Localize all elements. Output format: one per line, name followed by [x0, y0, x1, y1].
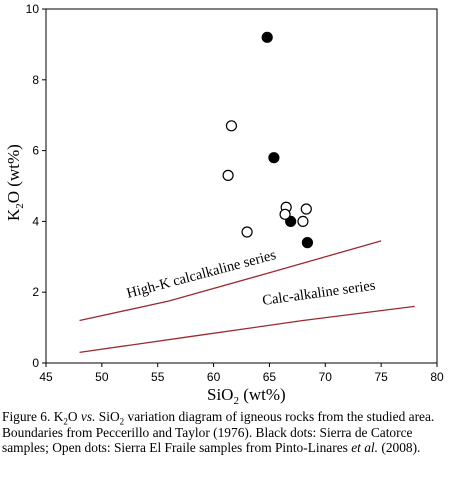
- open-point: [279, 208, 291, 220]
- y-tick-label: 0: [32, 356, 39, 370]
- x-tick-label: 70: [319, 370, 333, 384]
- filled-point: [261, 31, 273, 43]
- axis-ticks: 45 50 55 60 65 70 75 80 0 2 4 6 8 10: [26, 2, 444, 384]
- y-tick-label: 4: [32, 214, 39, 228]
- y-tick-label: 2: [32, 285, 39, 299]
- open-point: [300, 203, 312, 215]
- x-tick-label: 80: [430, 370, 444, 384]
- open-point: [225, 120, 238, 132]
- boundary-lines: [79, 240, 415, 354]
- x-tick-label: 60: [207, 370, 221, 384]
- open-point: [297, 215, 309, 227]
- caption-et-al: et al.: [351, 440, 378, 456]
- x-tick-label: 50: [95, 370, 109, 384]
- caption-vs: vs.: [80, 409, 96, 424]
- caption-k-suffix: O: [67, 409, 78, 424]
- caption-figure-label: Figure 6.: [2, 409, 51, 424]
- boundary-line: [79, 240, 382, 322]
- y-tick-label: 10: [26, 2, 40, 16]
- filled-point: [268, 152, 280, 164]
- x-tick-label: 45: [39, 370, 53, 384]
- boundary-label: Calc-alkaline series: [261, 278, 376, 309]
- open-point: [222, 169, 234, 181]
- caption-end: (2008).: [381, 440, 421, 456]
- x-axis-title: SiO2 (wt%): [207, 385, 286, 405]
- scatter-chart: 45 50 55 60 65 70 75 80 0 2 4 6 8 10 High-K calcalkal…: [4, 2, 444, 405]
- open-point: [241, 226, 253, 238]
- caption-k-sub: 2: [63, 416, 68, 427]
- caption-si-sub: 2: [119, 416, 125, 427]
- y-tick-label: 8: [32, 73, 39, 87]
- data-points: [222, 31, 314, 249]
- caption-si: SiO: [98, 409, 120, 424]
- plot-frame: [45, 8, 438, 364]
- filled-point: [301, 237, 314, 249]
- boundary-label: High-K calcalkaline series: [125, 247, 278, 302]
- caption-main-text: variation diagram of igneous rocks from …: [2, 409, 435, 456]
- boundary-line: [79, 305, 415, 354]
- y-tick-label: 6: [32, 144, 39, 158]
- x-tick-label: 75: [374, 370, 388, 384]
- figure-caption: Figure 6. K2O vs. SiO2 variation diagram…: [2, 409, 449, 456]
- y-axis-title: K2O (wt%): [4, 144, 26, 221]
- x-tick-label: 65: [263, 370, 277, 384]
- x-tick-label: 55: [151, 370, 165, 384]
- caption-k: K: [53, 409, 64, 424]
